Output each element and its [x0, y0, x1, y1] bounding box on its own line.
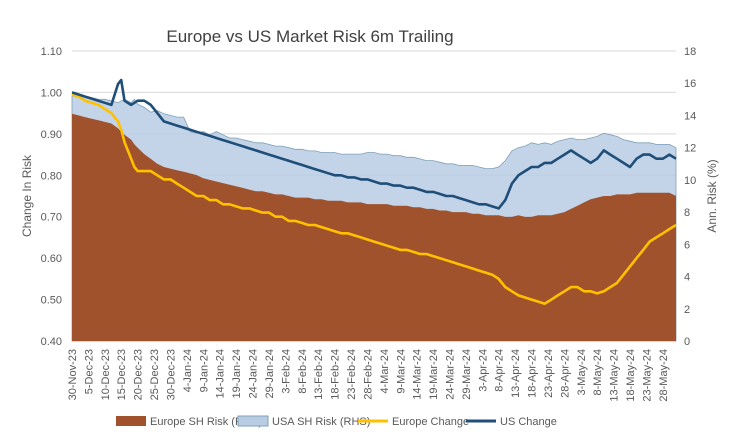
x-tick-label: 28-Apr-24	[559, 349, 571, 398]
x-tick-label: 9-Mar-24	[395, 349, 407, 394]
y-tick-label: 0.50	[41, 295, 62, 307]
x-tick-label: 3-Apr-24	[477, 349, 489, 392]
series-line-us-change	[71, 78, 677, 210]
x-tick-label: 29-Jan-24	[264, 349, 276, 399]
y-axis-title: Change In Risk	[20, 154, 34, 237]
x-tick-label: 23-May-24	[641, 349, 653, 402]
x-axis-ticks: 30-Nov-23 5-Dec-23 10-Dec-23 15-Dec-23 20-De…	[67, 349, 670, 402]
x-tick-label: 14-Mar-24	[412, 349, 424, 400]
x-tick-label: 13-Apr-24	[510, 349, 522, 398]
y-tick-label: 0.90	[41, 129, 62, 141]
x-tick-label: 24-Mar-24	[445, 349, 457, 400]
legend-label: Europe Change	[392, 416, 469, 428]
x-tick-label: 14-Jan-24	[215, 349, 227, 399]
y2-tick-label: 6	[684, 239, 690, 251]
y2-tick-label: 4	[684, 272, 690, 284]
legend-swatch	[116, 416, 146, 426]
x-tick-label: 8-May-24	[592, 349, 604, 395]
y2-tick-label: 14	[684, 110, 696, 122]
x-tick-label: 9-Jan-24	[198, 349, 210, 392]
x-tick-label: 13-May-24	[609, 349, 621, 402]
x-tick-label: 3-May-24	[576, 349, 588, 395]
series-line-europe-change	[71, 93, 677, 305]
x-tick-label: 4-Jan-24	[182, 349, 194, 392]
x-tick-label: 29-Mar-24	[461, 349, 473, 400]
y-tick-label: 0.70	[41, 212, 62, 224]
y2-tick-label: 0	[684, 336, 690, 348]
y2-tick-label: 10	[684, 175, 696, 187]
chart-title: Europe vs US Market Risk 6m Trailing	[166, 27, 453, 46]
x-tick-label: 30-Nov-23	[67, 349, 79, 400]
x-tick-label: 30-Dec-23	[165, 349, 177, 400]
legend: Europe SH Risk (RHS) USA SH Risk (RHS) Eur…	[116, 415, 557, 428]
x-tick-label: 4-Mar-24	[379, 349, 391, 394]
area-series	[71, 94, 677, 342]
x-tick-label: 23-Feb-24	[346, 349, 358, 400]
x-tick-label: 23-Apr-24	[543, 349, 555, 398]
line-series	[71, 78, 677, 305]
y2-tick-label: 8	[684, 207, 690, 219]
x-tick-label: 18-May-24	[625, 349, 637, 402]
y2-axis-title: Ann. Risk (%)	[705, 159, 719, 232]
legend-item: Europe Change	[358, 416, 469, 428]
y-tick-label: 0.60	[41, 253, 62, 265]
y-tick-label: 1.00	[41, 87, 62, 99]
x-tick-label: 8-Feb-24	[297, 349, 309, 394]
legend-label: Europe SH Risk (RHS)	[150, 416, 262, 428]
x-tick-label: 3-Feb-24	[280, 349, 292, 394]
x-tick-label: 25-Dec-23	[149, 349, 161, 400]
legend-label: USA SH Risk (RHS)	[272, 416, 370, 428]
x-tick-label: 5-Dec-23	[83, 349, 95, 394]
x-tick-label: 15-Dec-23	[116, 349, 128, 400]
series-area-europe-sh-risk	[72, 113, 676, 341]
y2-axis-ticks: 0 2 4 6 8 10 12 14 16 18	[684, 46, 696, 348]
legend-item: USA SH Risk (RHS)	[237, 415, 370, 428]
legend-item: Europe SH Risk (RHS)	[116, 416, 262, 428]
y-axis-ticks: 0.40 0.50 0.60 0.70 0.80 0.90 1.00 1.10	[41, 46, 62, 348]
legend-item: US Change	[466, 416, 557, 428]
x-tick-label: 19-Jan-24	[231, 349, 243, 399]
x-tick-label: 28-Feb-24	[362, 349, 374, 400]
x-tick-label: 13-Feb-24	[313, 349, 325, 400]
x-tick-label: 8-Apr-24	[494, 349, 506, 392]
x-tick-label: 18-Feb-24	[330, 349, 342, 400]
y-tick-label: 0.40	[41, 336, 62, 348]
y2-tick-label: 2	[684, 304, 690, 316]
y2-tick-label: 16	[684, 78, 696, 90]
legend-label: US Change	[500, 416, 557, 428]
x-tick-label: 10-Dec-23	[100, 349, 112, 400]
y-tick-label: 1.10	[41, 46, 62, 58]
y-tick-label: 0.80	[41, 170, 62, 182]
x-tick-label: 28-May-24	[658, 349, 670, 402]
x-tick-label: 18-Apr-24	[527, 349, 539, 398]
x-tick-label: 20-Dec-23	[133, 349, 145, 400]
y2-tick-label: 12	[684, 143, 696, 155]
x-tick-label: 24-Jan-24	[248, 349, 260, 399]
y2-tick-label: 18	[684, 46, 696, 58]
x-tick-label: 19-Mar-24	[428, 349, 440, 400]
legend-swatch	[237, 415, 269, 427]
